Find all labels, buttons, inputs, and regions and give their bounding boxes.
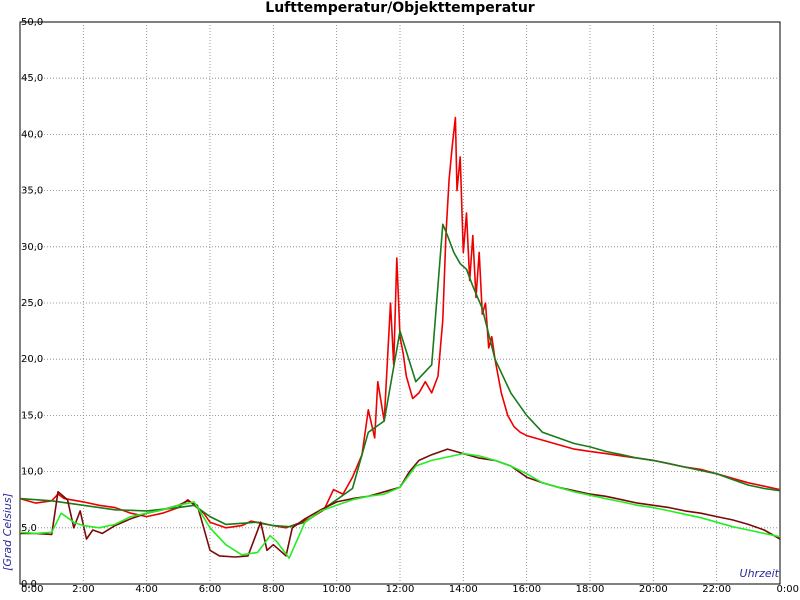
x-tick-label: 20:00 <box>639 584 668 595</box>
y-tick-label: 15,0 <box>21 410 43 421</box>
y-tick-label: 45,0 <box>21 73 43 84</box>
x-tick-label: 0:00 <box>21 584 43 595</box>
y-tick-label: 10,0 <box>21 467 43 478</box>
y-tick-label: 30,0 <box>21 242 43 253</box>
y-axis-label: [Grad Celsius] <box>1 493 14 571</box>
x-tick-label: 6:00 <box>199 584 221 595</box>
x-tick-label: 4:00 <box>135 584 157 595</box>
y-tick-label: 40,0 <box>21 129 43 140</box>
y-tick-label: 50,0 <box>21 17 43 28</box>
y-tick-label: 35,0 <box>21 186 43 197</box>
x-tick-label: 16:00 <box>512 584 541 595</box>
x-tick-label: 0:00 <box>777 584 799 595</box>
x-tick-label: 10:00 <box>322 584 351 595</box>
x-tick-label: 12:00 <box>386 584 415 595</box>
x-axis-label: Uhrzeit <box>740 567 780 580</box>
y-tick-label: 0,0 <box>21 579 37 590</box>
y-tick-label: 5,0 <box>21 523 37 534</box>
x-tick-label: 2:00 <box>72 584 94 595</box>
series-line-1 <box>19 223 781 528</box>
series-line-2 <box>20 448 781 558</box>
x-tick-label: 22:00 <box>702 584 731 595</box>
x-tick-label: 14:00 <box>449 584 478 595</box>
series-line-3 <box>19 452 781 559</box>
y-tick-label: 20,0 <box>21 354 43 365</box>
x-tick-label: 18:00 <box>576 584 605 595</box>
chart-title: Lufttemperatur/Objekttemperatur <box>265 0 535 16</box>
x-tick-label: 8:00 <box>262 584 284 595</box>
y-tick-label: 25,0 <box>21 298 43 309</box>
